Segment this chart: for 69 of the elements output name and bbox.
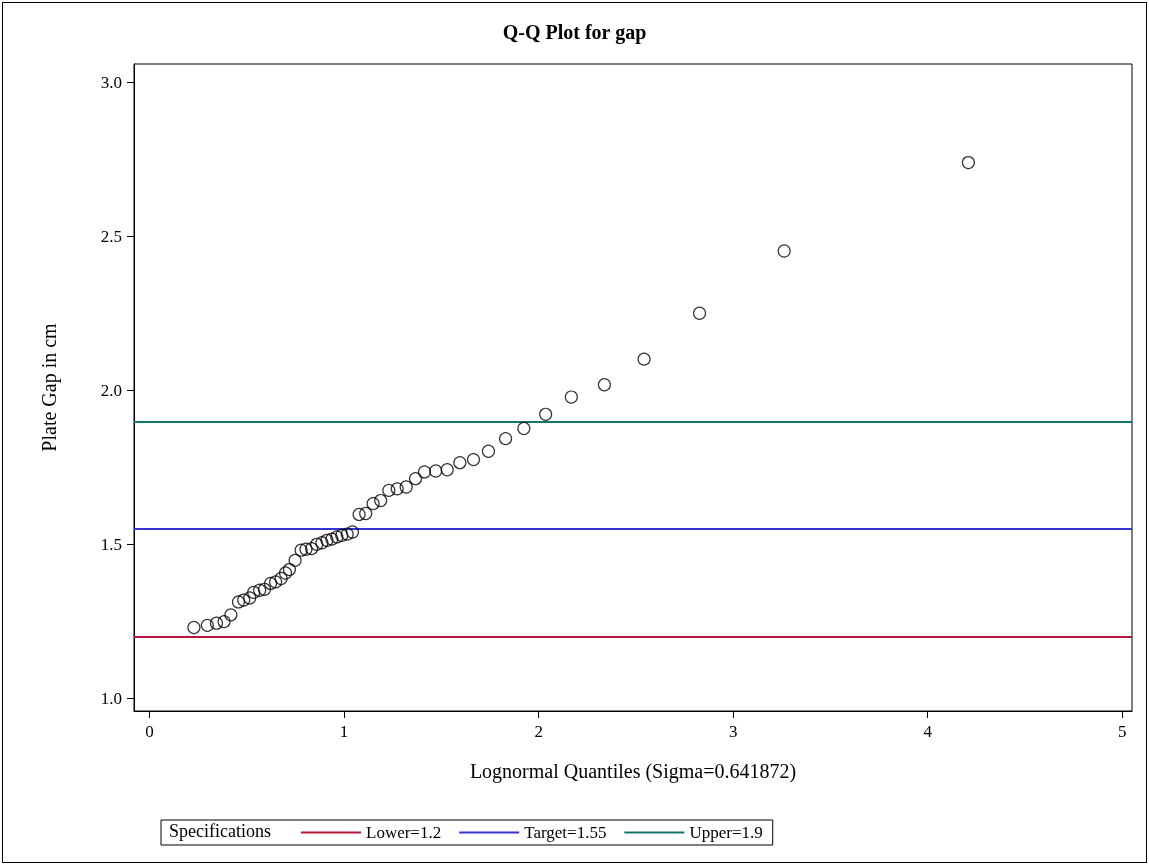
point [217, 615, 231, 629]
point [417, 465, 432, 479]
point [359, 506, 373, 521]
y-tick-label: 3.0 [100, 72, 122, 92]
point [692, 306, 707, 320]
point [315, 536, 329, 550]
point [257, 582, 272, 596]
point [352, 507, 366, 522]
point [517, 421, 531, 436]
point [274, 571, 288, 586]
y-tick-label: 1.0 [100, 689, 122, 709]
point [224, 608, 238, 622]
point [237, 593, 251, 607]
y-tick-label: 1.5 [100, 535, 122, 555]
point [453, 456, 467, 470]
point [269, 575, 283, 589]
point [390, 482, 404, 496]
point [429, 464, 443, 478]
point [597, 378, 611, 392]
x-tick-label: 4 [923, 722, 933, 741]
x-axis-title: Lognormal Quantiles (Sigma=0.641872) [469, 760, 797, 783]
y-tick-label: 2.5 [100, 227, 122, 247]
y-tick-label: 2.0 [100, 381, 122, 401]
x-tick-label: 1 [339, 722, 349, 741]
point [382, 483, 396, 497]
point [320, 533, 334, 547]
x-tick-label: 5 [1118, 722, 1127, 741]
point [305, 542, 319, 556]
point [564, 390, 578, 404]
point [200, 618, 214, 632]
point [498, 432, 513, 446]
point [481, 444, 496, 458]
point [253, 583, 267, 597]
point [278, 566, 293, 580]
point [294, 543, 308, 557]
point [345, 525, 360, 539]
point [777, 244, 791, 258]
point [408, 472, 423, 486]
point [231, 595, 246, 609]
chart-title: Q-Q Plot for gap [502, 21, 647, 44]
point [310, 537, 324, 551]
point [440, 463, 454, 477]
x-tick-label: 2 [534, 722, 543, 741]
y-axis-title: Plate Gap in cm [38, 322, 61, 452]
legend-label: Target=1.55 [524, 823, 607, 842]
point [209, 616, 224, 630]
x-tick-label: 0 [145, 722, 154, 741]
point [288, 553, 302, 567]
legend-label: Upper=1.9 [689, 823, 763, 842]
point [187, 620, 201, 635]
point [961, 155, 975, 170]
point [466, 453, 481, 467]
point [325, 532, 339, 546]
point [637, 352, 651, 366]
point [299, 542, 313, 556]
legend-title: Specifications [169, 821, 271, 841]
point [366, 497, 380, 511]
x-tick-label: 3 [728, 722, 738, 741]
point [263, 576, 278, 591]
point [243, 591, 257, 605]
point [247, 585, 261, 599]
point [282, 562, 297, 577]
point [340, 527, 354, 541]
legend-label: Lower=1.2 [366, 823, 442, 842]
point [335, 528, 349, 542]
point [330, 530, 344, 544]
point [539, 407, 553, 421]
point [399, 480, 413, 494]
point [374, 493, 388, 508]
